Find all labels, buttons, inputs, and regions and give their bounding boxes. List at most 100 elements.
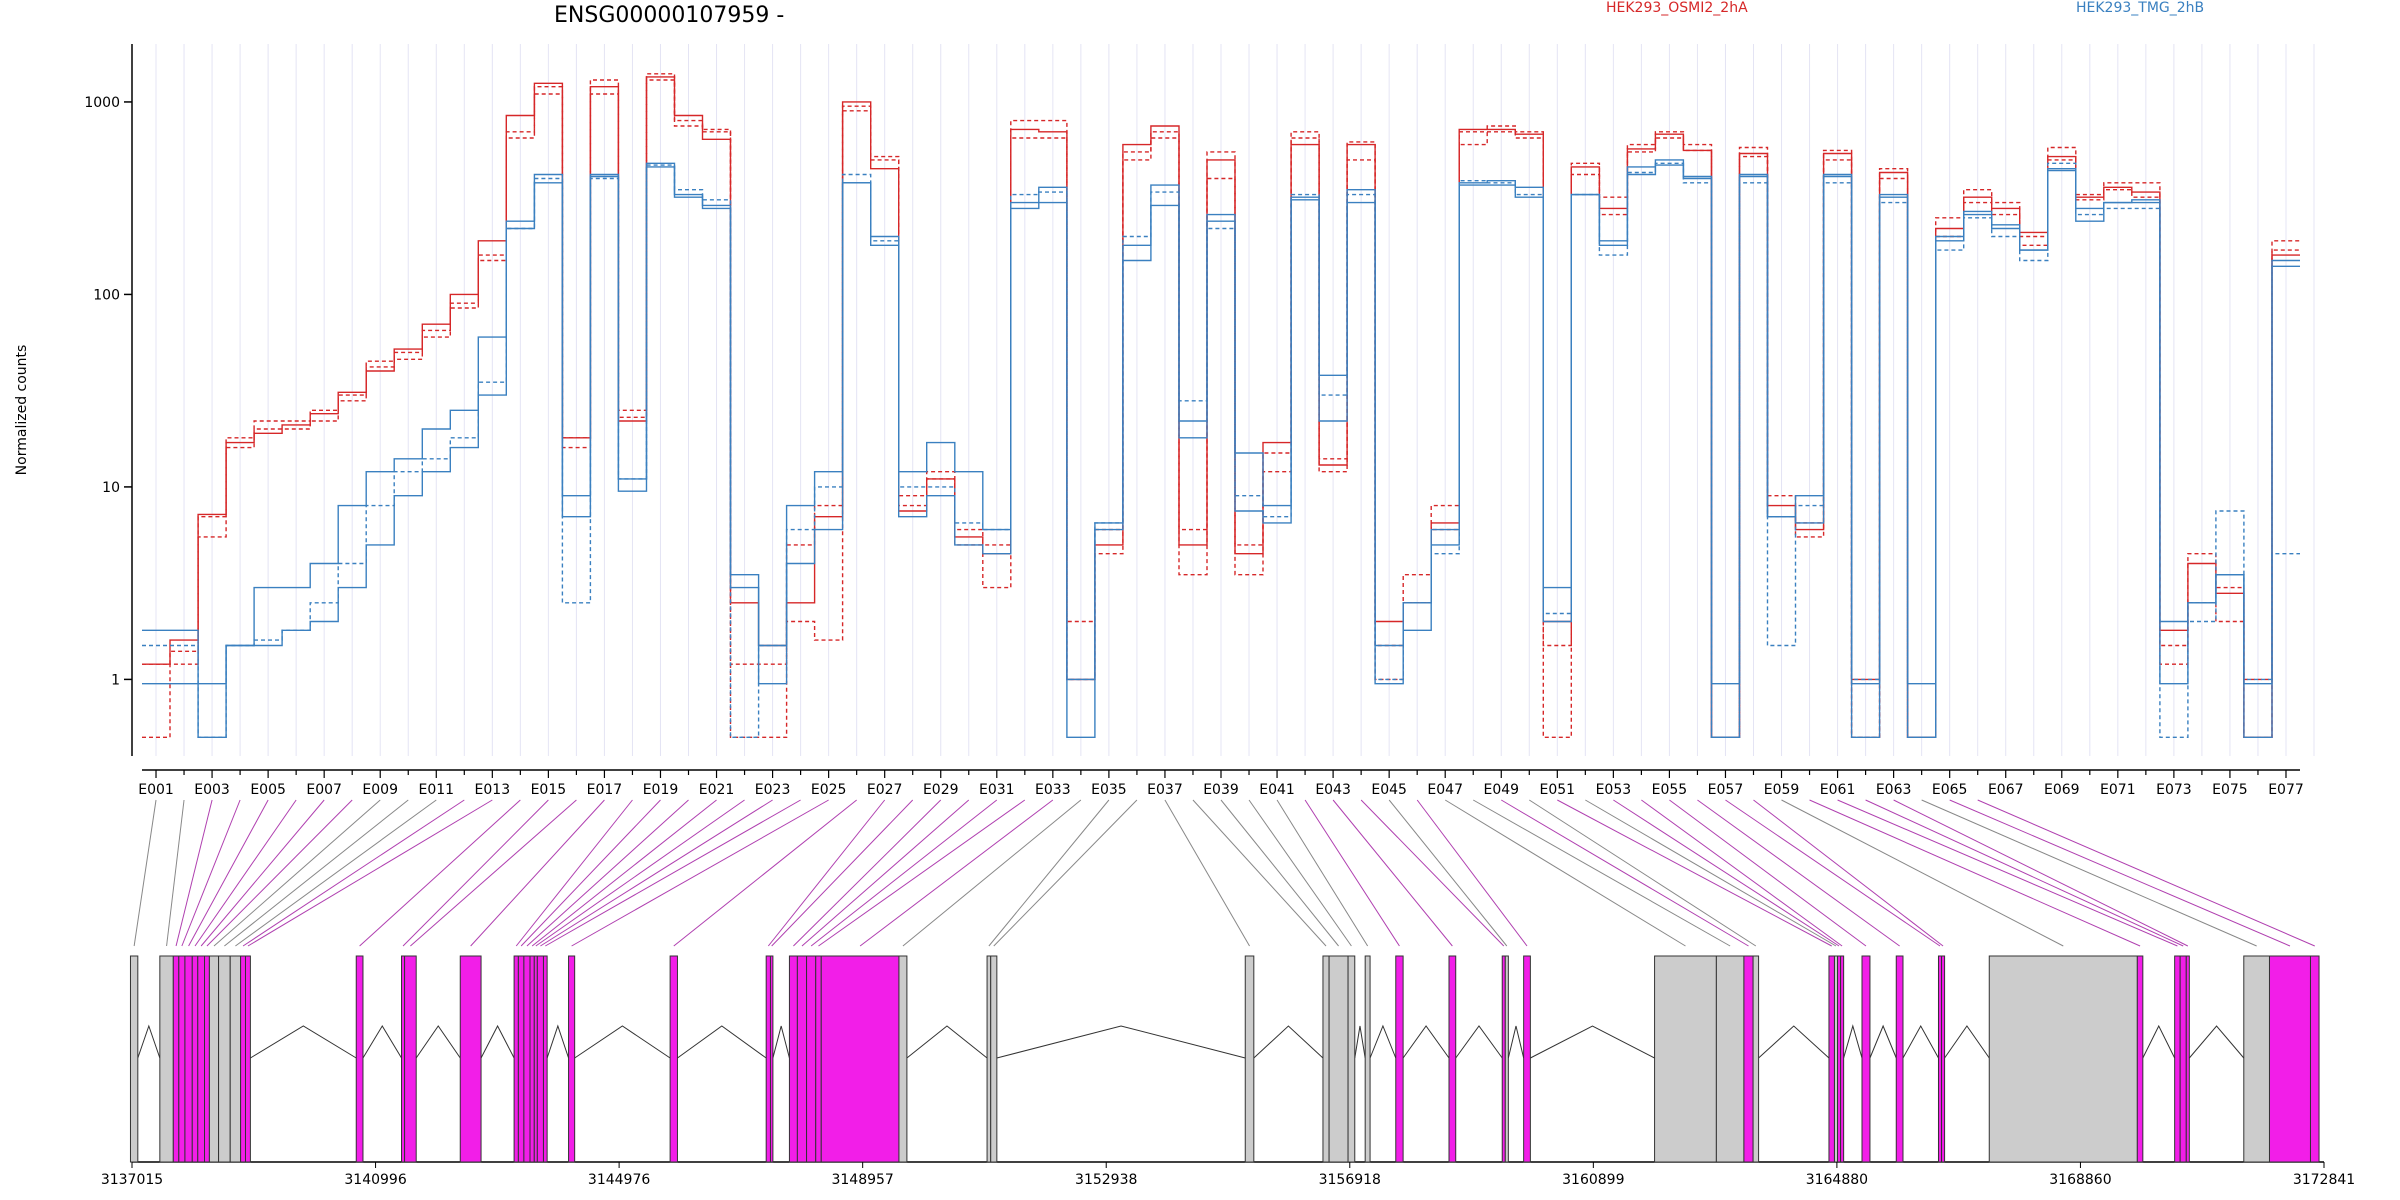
exon-block	[2268, 955, 2311, 1163]
exon-block	[517, 955, 525, 1163]
intron-line	[362, 1025, 402, 1059]
exon-connector	[531, 799, 717, 947]
exon-connector	[993, 799, 1138, 947]
x-tick-label: E025	[811, 782, 847, 798]
intron-line	[996, 1025, 1246, 1059]
exon-connector	[1444, 799, 1686, 947]
x-tick-label: E041	[1259, 782, 1295, 798]
exon-block	[568, 955, 576, 1163]
exon-connector	[1388, 799, 1508, 947]
exon-connector	[235, 799, 437, 947]
exon-connector	[1753, 799, 1944, 947]
exon-connector	[673, 799, 857, 947]
x-tick-label: E003	[194, 782, 230, 798]
exon-connector	[1921, 799, 2257, 947]
exon-block	[1328, 955, 1349, 1163]
intron-line	[1369, 1024, 1397, 1059]
intron-line	[1944, 1025, 1990, 1059]
exon-block	[536, 955, 544, 1163]
exon-block	[1988, 955, 2138, 1163]
exon-connector	[470, 799, 605, 947]
exon-connector	[535, 799, 745, 947]
x-tick-label: E061	[1820, 782, 1856, 798]
intron-line	[1902, 1024, 1939, 1059]
x-tick-label: E039	[1203, 782, 1239, 798]
exon-connector	[1585, 799, 1837, 947]
x-axis-exons: E001 E003 E005 E007 E009 E011 E013 E015 E017 E019…	[138, 769, 2304, 798]
exon-block	[1504, 955, 1509, 1163]
x-tick-label: E053	[1596, 782, 1632, 798]
exon-connector	[810, 799, 998, 947]
exon-connector	[793, 799, 942, 947]
exon-block	[1752, 955, 1760, 1163]
x-tick-label: E075	[2212, 782, 2248, 798]
exon-connector	[1977, 799, 2315, 947]
genomic-tick-label: 3168860	[2049, 1172, 2111, 1188]
x-tick-label: E071	[2100, 782, 2136, 798]
intron-line	[480, 1024, 515, 1059]
exon-block	[513, 955, 519, 1163]
series-lines	[142, 73, 2300, 738]
exon-block	[1244, 955, 1255, 1163]
x-tick-label: E031	[979, 782, 1015, 798]
exon-block	[2174, 955, 2181, 1163]
x-tick-label: E001	[138, 782, 174, 798]
x-tick-label: E037	[1147, 782, 1183, 798]
genomic-tick-label: 3137015	[101, 1172, 163, 1188]
x-tick-label: E047	[1427, 782, 1463, 798]
legend-item-tmg: HEK293_TMG_2hB	[2076, 0, 2204, 16]
series-line	[142, 164, 2300, 738]
exon-block	[1715, 955, 1745, 1163]
exon-connector	[1360, 799, 1505, 947]
exon-connector	[526, 799, 689, 947]
intron-line	[1455, 1025, 1503, 1059]
exon-block	[1448, 955, 1457, 1163]
x-tick-label: E035	[1091, 782, 1127, 798]
exon-block	[178, 955, 186, 1163]
genomic-tick-label: 3156918	[1319, 1172, 1381, 1188]
exon-block	[218, 955, 231, 1163]
exon-connector	[1192, 799, 1327, 947]
intron-line	[1758, 1025, 1830, 1059]
exon-connector	[194, 799, 297, 947]
exon-block	[815, 955, 822, 1163]
genomic-tick-label: 3140996	[344, 1172, 406, 1188]
x-tick-label: E069	[2044, 782, 2080, 798]
exon-block	[204, 955, 210, 1163]
exon-block	[129, 955, 139, 1163]
exon-block	[1941, 955, 1946, 1163]
exon-connector	[1865, 799, 2184, 947]
exon-block	[208, 955, 220, 1163]
exon-connector	[247, 799, 493, 947]
x-tick-label: E019	[643, 782, 679, 798]
exon-block	[806, 955, 817, 1163]
exon-block	[404, 955, 417, 1163]
exon-connector	[515, 799, 633, 947]
exon-connector	[359, 799, 521, 947]
exon-connector	[801, 799, 970, 947]
exon-connector	[1248, 799, 1352, 947]
x-tick-label: E063	[1876, 782, 1912, 798]
exon-block	[1523, 955, 1531, 1163]
intron-line	[546, 1024, 570, 1059]
exon-block	[1322, 955, 1330, 1163]
intron-line	[1843, 1024, 1863, 1059]
exon-block	[542, 955, 548, 1163]
exon-connector	[1669, 799, 1867, 947]
exon-block	[1895, 955, 1904, 1163]
exon-connector	[1725, 799, 1941, 947]
exon-block	[1364, 955, 1371, 1163]
exon-connector	[1613, 799, 1840, 947]
exon-connector	[166, 799, 185, 947]
genomic-tick-label: 3172841	[2293, 1172, 2355, 1188]
intron-line	[574, 1025, 671, 1059]
x-tick-label: E045	[1371, 782, 1407, 798]
exon-block	[2309, 955, 2320, 1163]
exon-connector	[859, 799, 1054, 947]
exon-block	[523, 955, 531, 1163]
exon-connector	[1220, 799, 1339, 947]
x-tick-label: E057	[1708, 782, 1744, 798]
exon-connector	[213, 799, 381, 947]
intron-line	[906, 1025, 988, 1059]
